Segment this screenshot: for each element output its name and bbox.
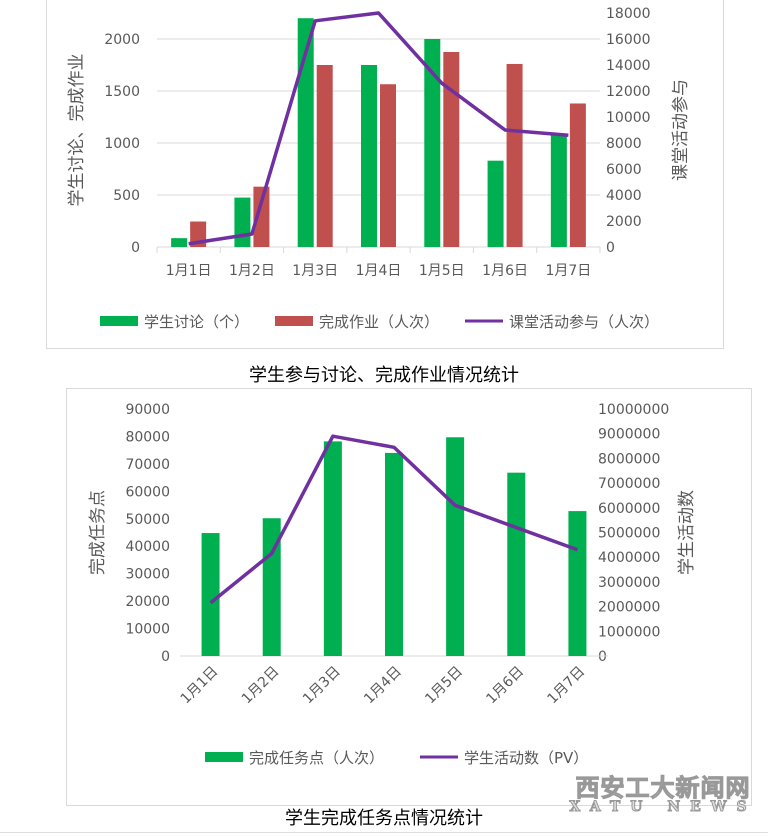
y-tick-label: 0 [131, 240, 140, 256]
y2-tick-label: 2000 [606, 214, 642, 230]
y2-tick-label: 10000 [606, 110, 651, 126]
bar-green [385, 452, 403, 656]
x-tick-label: 1月7日 [545, 664, 589, 708]
bar-red [443, 52, 460, 247]
x-tick-label: 1月6日 [482, 263, 528, 279]
y2-tick-label: 4000 [606, 188, 642, 204]
x-tick-label: 1月5日 [419, 263, 465, 279]
x-tick-label: 1月3日 [292, 263, 338, 279]
bar-green [424, 39, 441, 247]
line-series [209, 434, 579, 605]
bar-green [361, 65, 377, 247]
y2-tick-label: 3000000 [598, 575, 660, 591]
y2-axis-title: 学生活动数 [677, 490, 697, 575]
bar-green [507, 472, 526, 656]
y2-tick-label: 4000000 [598, 550, 660, 566]
y2-tick-label: 7000000 [598, 476, 660, 492]
x-tick-label: 1月4日 [361, 664, 405, 708]
y-tick-label: 80000 [125, 429, 170, 445]
chart-2-title: 学生完成任务点情况统计 [285, 808, 483, 829]
y2-tick-label: 14000 [606, 58, 651, 74]
y-axis-title: 学生讨论、完成作业 [67, 54, 87, 207]
bar-red [316, 65, 333, 247]
y2-tick-label: 2000000 [598, 600, 660, 616]
x-tick-label: 1月2日 [239, 664, 283, 708]
legend-swatch [275, 316, 313, 326]
legend-label: 学生活动数（PV） [464, 749, 588, 767]
x-tick-label: 1月1日 [166, 263, 212, 279]
y2-tick-label: 5000000 [598, 526, 660, 542]
y2-tick-label: 1000000 [598, 624, 660, 640]
y-tick-label: 1500 [104, 84, 140, 100]
bar-red [569, 103, 586, 247]
y-tick-label: 2000 [104, 32, 140, 48]
bar-red [506, 63, 523, 248]
y-tick-label: 500 [113, 188, 140, 204]
y2-tick-label: 6000 [606, 162, 642, 178]
bar-green [550, 135, 567, 247]
bar-green [262, 518, 281, 656]
y-tick-label: 30000 [125, 567, 170, 583]
legend-label: 完成任务点（人次） [249, 749, 384, 767]
bar-green [234, 197, 251, 247]
y-tick-label: 10000 [125, 622, 170, 638]
y2-tick-label: 8000 [606, 136, 642, 152]
bar-red [380, 84, 396, 248]
divider [0, 832, 768, 833]
x-tick-label: 1月7日 [545, 263, 591, 279]
x-tick-label: 1月3日 [300, 664, 344, 708]
y-tick-label: 50000 [125, 512, 170, 528]
y2-tick-label: 18000 [606, 6, 651, 22]
legend-swatch [205, 752, 243, 762]
y-tick-label: 20000 [125, 594, 170, 610]
y-tick-label: 40000 [125, 539, 170, 555]
x-tick-label: 1月2日 [229, 263, 275, 279]
y2-tick-label: 12000 [606, 84, 651, 100]
line-series [188, 11, 569, 246]
chart-1-title: 学生参与讨论、完成作业情况统计 [249, 365, 519, 386]
y-axis-title: 完成任务点 [88, 490, 108, 575]
y2-tick-label: 16000 [606, 32, 651, 48]
y-tick-label: 60000 [125, 484, 170, 500]
x-tick-label: 1月6日 [483, 664, 527, 708]
bar-green [201, 533, 220, 656]
y2-tick-label: 6000000 [598, 501, 660, 517]
watermark-logo: 西安工大新闻网 XATU NEWS [569, 773, 757, 816]
bar-green [323, 441, 342, 656]
bar-green [297, 18, 314, 248]
bar-green [487, 160, 504, 247]
legend-label: 学生讨论（个） [144, 313, 249, 331]
x-tick-label: 1月4日 [356, 263, 402, 279]
x-tick-label: 1月1日 [178, 664, 222, 708]
y2-tick-label: 0 [606, 240, 615, 256]
y-tick-label: 70000 [125, 457, 170, 473]
y2-tick-label: 10000000 [598, 402, 669, 418]
bar-green [171, 238, 188, 247]
y2-tick-label: 8000000 [598, 451, 660, 467]
y-tick-label: 0 [161, 649, 170, 665]
x-tick-label: 1月5日 [422, 664, 466, 708]
legend-label: 课堂活动参与（人次） [509, 313, 659, 331]
bar-green [568, 511, 587, 656]
y2-tick-label: 0 [598, 649, 607, 665]
y2-tick-label: 9000000 [598, 427, 660, 443]
y-tick-label: 90000 [125, 402, 170, 418]
bar-green [446, 437, 465, 656]
chart-2-frame [66, 388, 752, 806]
legend-label: 完成作业（人次） [319, 313, 439, 331]
y-tick-label: 1000 [104, 136, 140, 152]
legend-swatch [100, 316, 138, 326]
y2-axis-title: 课堂活动参与 [671, 79, 691, 181]
bar-red [253, 186, 270, 247]
